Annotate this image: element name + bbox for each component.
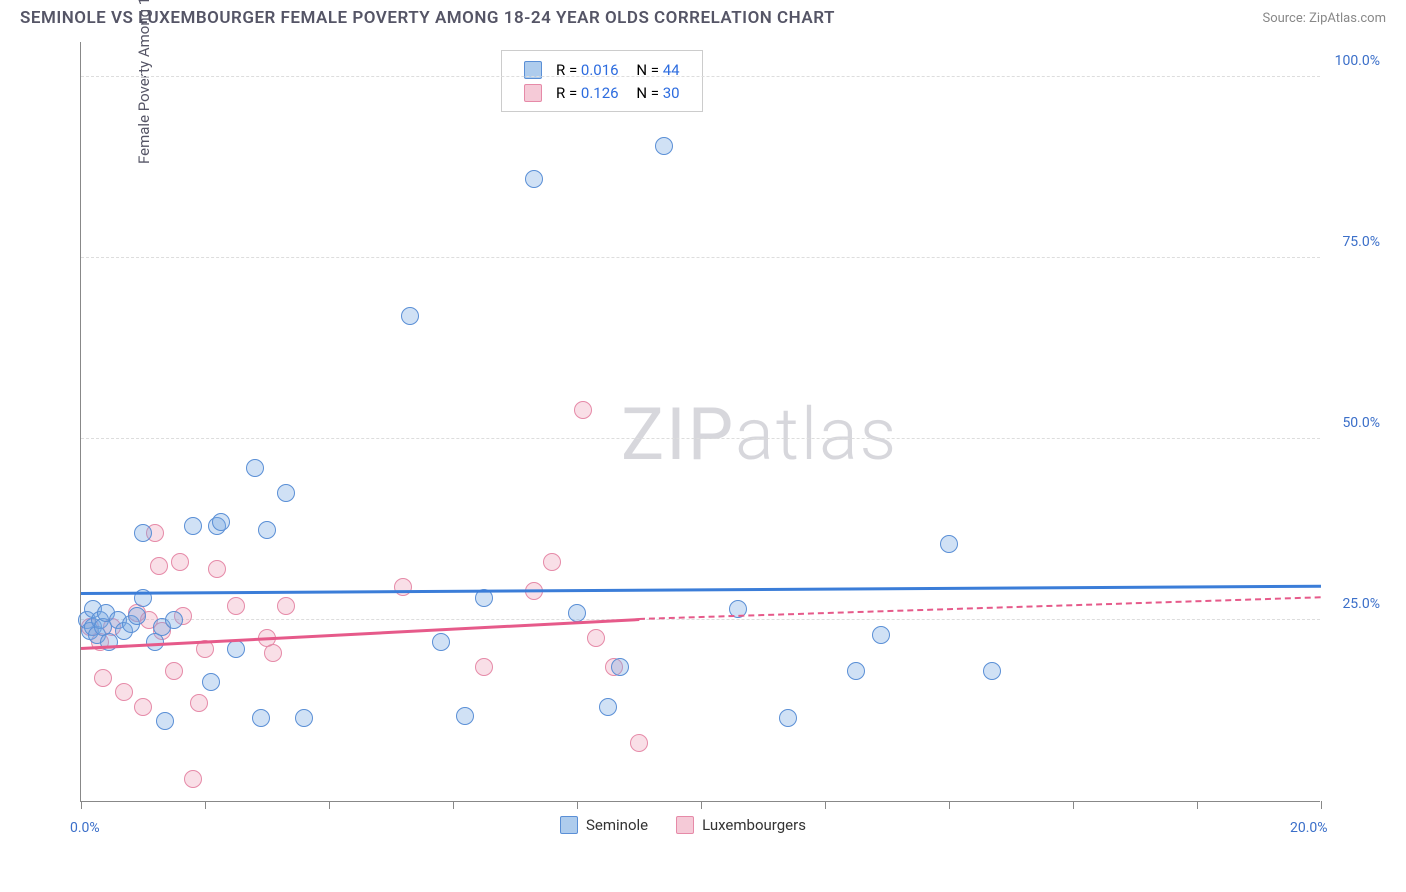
data-point [847,662,865,680]
r-label: R = 0.126 [550,82,625,103]
x-tick [81,801,82,809]
legend-item-luxembourgers: Luxembourgers [676,816,806,834]
data-point [134,524,152,542]
legend-swatch-luxembourgers [524,84,542,102]
data-point [611,658,629,676]
data-point [227,597,245,615]
data-point [246,459,264,477]
data-point [394,578,412,596]
legend-swatch-luxembourgers [676,816,694,834]
data-point [779,709,797,727]
data-point [655,137,673,155]
data-point [208,560,226,578]
x-tick [453,801,454,809]
scatter-plot: ZIPatlas R = 0.016 N = 44R = 0.126 N = 3… [80,42,1320,802]
data-point [258,521,276,539]
x-tick [1321,801,1322,809]
data-point [525,170,543,188]
data-point [227,640,245,658]
gridline [81,76,1320,77]
x-tick [949,801,950,809]
x-tick [205,801,206,809]
source-label: Source: ZipAtlas.com [1262,11,1386,26]
data-point [252,709,270,727]
y-tick-label: 75.0% [1325,234,1380,250]
data-point [165,662,183,680]
legend-label: Seminole [586,816,648,834]
data-point [184,517,202,535]
y-tick-label: 100.0% [1325,53,1380,69]
data-point [156,712,174,730]
data-point [475,658,493,676]
data-point [128,607,146,625]
data-point [295,709,313,727]
data-point [630,734,648,752]
legend-item-seminole: Seminole [560,816,648,834]
data-point [165,611,183,629]
y-tick-label: 50.0% [1325,415,1380,431]
data-point [543,553,561,571]
data-point [940,535,958,553]
data-point [150,557,168,575]
data-point [983,662,1001,680]
watermark: ZIPatlas [621,392,898,477]
data-point [115,683,133,701]
data-point [134,698,152,716]
data-point [212,513,230,531]
data-point [264,644,282,662]
x-tick [701,801,702,809]
legend-swatch-seminole [560,816,578,834]
series-legend: Seminole Luxembourgers [560,816,806,834]
data-point [587,629,605,647]
x-tick [577,801,578,809]
x-tick-label: 20.0% [1290,820,1328,836]
trend-line [81,585,1321,595]
data-point [401,307,419,325]
data-point [574,401,592,419]
data-point [599,698,617,716]
data-point [184,770,202,788]
data-point [202,673,220,691]
x-tick [1073,801,1074,809]
gridline [81,619,1320,620]
data-point [277,597,295,615]
x-tick-label: 0.0% [70,820,100,836]
data-point [190,694,208,712]
x-tick [329,801,330,809]
data-point [568,604,586,622]
data-point [94,669,112,687]
x-tick [1197,801,1198,809]
x-tick [825,801,826,809]
correlation-legend: R = 0.016 N = 44R = 0.126 N = 30 [501,50,703,112]
n-label: N = 30 [627,82,686,103]
data-point [277,484,295,502]
data-point [432,633,450,651]
data-point [872,626,890,644]
data-point [456,707,474,725]
gridline [81,438,1320,439]
gridline [81,257,1320,258]
legend-label: Luxembourgers [702,816,806,834]
y-tick-label: 25.0% [1325,596,1380,612]
data-point [171,553,189,571]
